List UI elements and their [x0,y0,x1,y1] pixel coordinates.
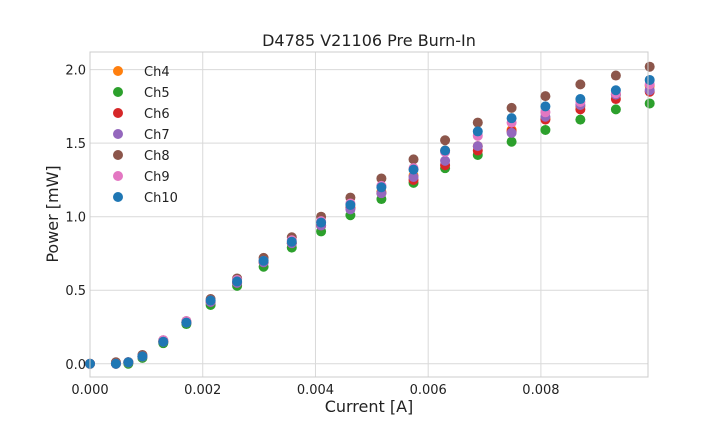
legend-label-ch5: Ch5 [144,86,170,101]
legend-label-ch9: Ch9 [144,170,170,185]
data-point-ch10 [376,182,387,193]
data-point-ch5 [506,136,517,147]
series-ch7 [85,85,655,369]
data-point-ch10 [644,74,655,85]
data-point-ch10 [345,199,356,210]
legend-marker-ch5 [113,87,123,97]
x-axis-label: Current [A] [325,397,414,416]
legend-marker-ch10 [113,192,123,202]
legend-label-ch8: Ch8 [144,149,170,164]
y-tick-label: 1.5 [65,137,86,152]
plot-frame [89,51,649,378]
x-tick-label: 0.006 [410,383,447,398]
x-tick-label: 0.008 [522,383,559,398]
data-point-ch10 [123,357,134,368]
data-point-ch8 [644,61,655,72]
legend-marker-ch7 [113,129,123,139]
data-point-ch7 [472,141,483,152]
y-axis-label: Power [mW] [43,165,62,262]
data-point-ch8 [610,70,621,81]
series-ch8 [85,61,655,369]
data-point-ch5 [610,104,621,115]
legend-label-ch10: Ch10 [144,191,178,206]
legend-marker-ch4 [113,66,123,76]
data-point-ch10 [205,295,216,306]
legend-label-ch6: Ch6 [144,107,170,122]
data-point-ch10 [610,85,621,96]
data-point-ch10 [472,126,483,137]
data-point-ch10 [110,358,121,369]
data-point-ch10 [575,94,586,105]
x-tick-label: 0.004 [297,383,334,398]
y-tick-label: 0.0 [65,358,86,373]
data-point-ch7 [440,155,451,166]
data-point-ch8 [472,117,483,128]
y-tick-label: 1.0 [65,211,86,226]
data-point-ch10 [232,276,243,287]
series-ch4 [85,80,655,369]
data-point-ch5 [540,124,551,135]
series-ch9 [85,79,655,369]
data-point-ch5 [644,98,655,109]
data-point-ch10 [137,351,148,362]
data-point-ch10 [316,217,327,228]
data-point-ch10 [408,164,419,175]
legend-label-ch4: Ch4 [144,65,170,80]
series-ch10 [85,74,655,369]
legend-label-ch7: Ch7 [144,128,170,143]
data-point-ch7 [408,172,419,182]
data-point-ch8 [408,154,419,165]
data-point-ch10 [440,145,451,156]
data-point-ch10 [286,236,297,247]
x-tick-label: 0.000 [71,383,108,398]
tick-labels: 0.000 0.002 0.004 0.006 0.008 0.0 0.5 1.0 1.5 2.0 [65,64,559,398]
grid [89,52,648,377]
data-point-ch10 [506,113,517,124]
legend-marker-ch6 [113,108,123,118]
x-tick-label: 0.002 [184,383,221,398]
data-point-ch10 [158,336,169,347]
data-point-ch10 [181,317,192,328]
chart-title: D4785 V21106 Pre Burn-In [262,31,476,50]
data-point-ch8 [506,102,517,113]
data-points [85,61,655,369]
series-ch5 [85,98,655,369]
data-point-ch8 [440,135,451,146]
data-point-ch8 [575,79,586,90]
data-point-ch10 [540,101,551,112]
legend-marker-ch8 [113,150,123,160]
legend: Ch4 Ch5 Ch6 Ch7 Ch8 Ch9 Ch10 [113,65,178,206]
data-point-ch8 [540,91,551,102]
series-ch6 [85,86,655,369]
data-point-ch7 [506,127,517,138]
data-point-ch8 [376,173,387,184]
legend-marker-ch9 [113,171,123,181]
y-tick-label: 2.0 [65,64,86,79]
y-tick-label: 0.5 [65,284,86,299]
data-point-ch10 [258,255,269,266]
data-point-ch5 [575,114,586,125]
